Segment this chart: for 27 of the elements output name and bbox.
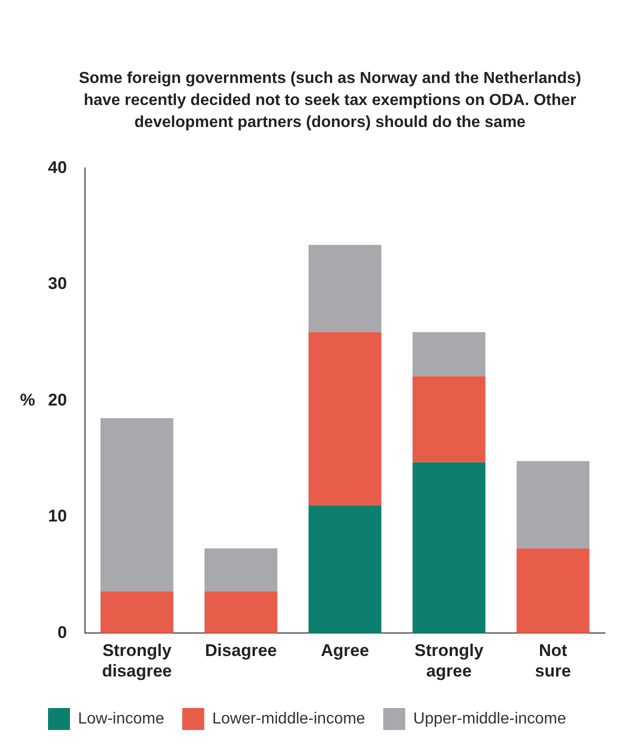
x-tick-label: Strongly disagree — [102, 641, 172, 680]
x-tick-label: Disagree — [205, 641, 277, 660]
y-tick-label: 0 — [57, 622, 67, 642]
bar — [308, 505, 382, 634]
y-tick-label: 10 — [48, 506, 67, 526]
y-tick-label: 40 — [48, 158, 67, 177]
y-tick-label: 20 — [48, 390, 67, 410]
y-tick-label: 30 — [48, 274, 67, 294]
bar — [100, 418, 174, 592]
bar — [516, 461, 590, 548]
x-tick-label: Strongly agree — [414, 641, 484, 680]
bar — [516, 548, 590, 634]
legend-label: Lower-middle-income — [212, 710, 366, 728]
bar — [100, 591, 174, 634]
bar — [204, 591, 278, 634]
bar — [412, 376, 486, 462]
legend-label: Low-income — [78, 710, 164, 728]
bar — [412, 462, 486, 634]
x-tick-label: Not sure — [535, 641, 571, 680]
bar — [204, 548, 278, 592]
chart-title: Some foreign governments (such as Norway and the Netherlands) have recently decided not to seek tax exemptions on ODA. Other development partners (donors) should do the same — [78, 69, 582, 133]
bar — [308, 244, 382, 332]
y-axis-title: % — [20, 390, 36, 410]
x-tick-label: Agree — [320, 641, 370, 660]
bar — [308, 332, 382, 506]
bar — [412, 332, 486, 376]
legend-label: Upper-middle-income — [413, 710, 566, 728]
